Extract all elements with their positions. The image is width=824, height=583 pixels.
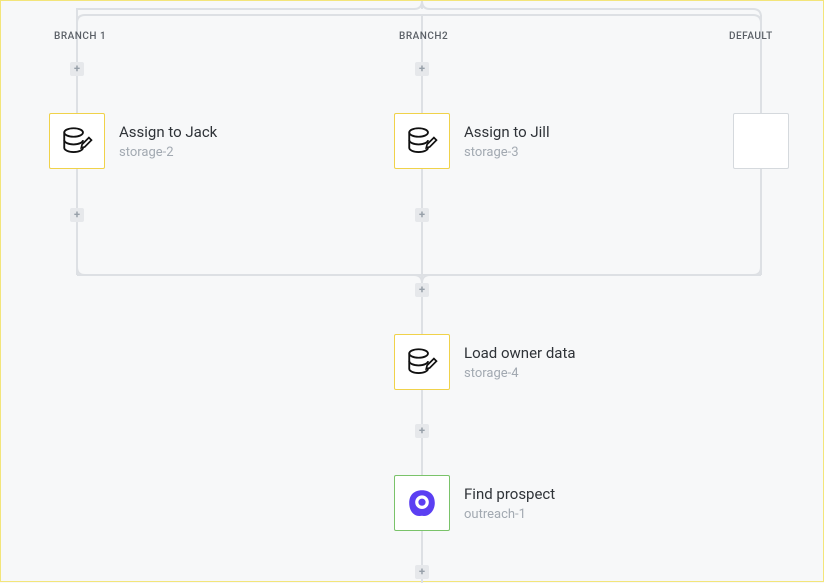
node-icon-box[interactable] [49,113,105,169]
flow-node-storage-3[interactable]: Assign to Jill storage-3 [394,113,550,169]
branch-label-default: DEFAULT [729,31,773,42]
flow-node-storage-4[interactable]: Load owner data storage-4 [394,334,576,390]
add-step-button[interactable]: + [415,208,429,222]
branch-label-1: BRANCH 1 [54,31,106,42]
node-title: Assign to Jack [119,123,217,141]
add-step-button[interactable]: + [70,208,84,222]
node-subtitle: storage-2 [119,145,217,160]
flow-node-default-empty[interactable] [733,113,789,169]
node-title: Load owner data [464,344,576,362]
branch-label-2: BRANCH2 [399,31,448,42]
database-edit-icon [60,124,94,158]
node-icon-box[interactable] [394,334,450,390]
node-icon-box[interactable] [733,113,789,169]
flow-node-outreach-1[interactable]: Find prospect outreach-1 [394,475,555,531]
node-title: Assign to Jill [464,123,550,141]
node-icon-box[interactable] [394,113,450,169]
outreach-icon [406,487,438,519]
add-step-button[interactable]: + [415,62,429,76]
database-edit-icon [405,345,439,379]
node-subtitle: storage-4 [464,366,576,381]
node-subtitle: storage-3 [464,145,550,160]
node-title: Find prospect [464,485,555,503]
database-edit-icon [405,124,439,158]
add-step-button[interactable]: + [415,424,429,438]
node-icon-box[interactable] [394,475,450,531]
add-step-button[interactable]: + [415,283,429,297]
add-step-button[interactable]: + [70,62,84,76]
add-step-button[interactable]: + [415,565,429,579]
flow-node-storage-2[interactable]: Assign to Jack storage-2 [49,113,217,169]
node-subtitle: outreach-1 [464,507,555,522]
